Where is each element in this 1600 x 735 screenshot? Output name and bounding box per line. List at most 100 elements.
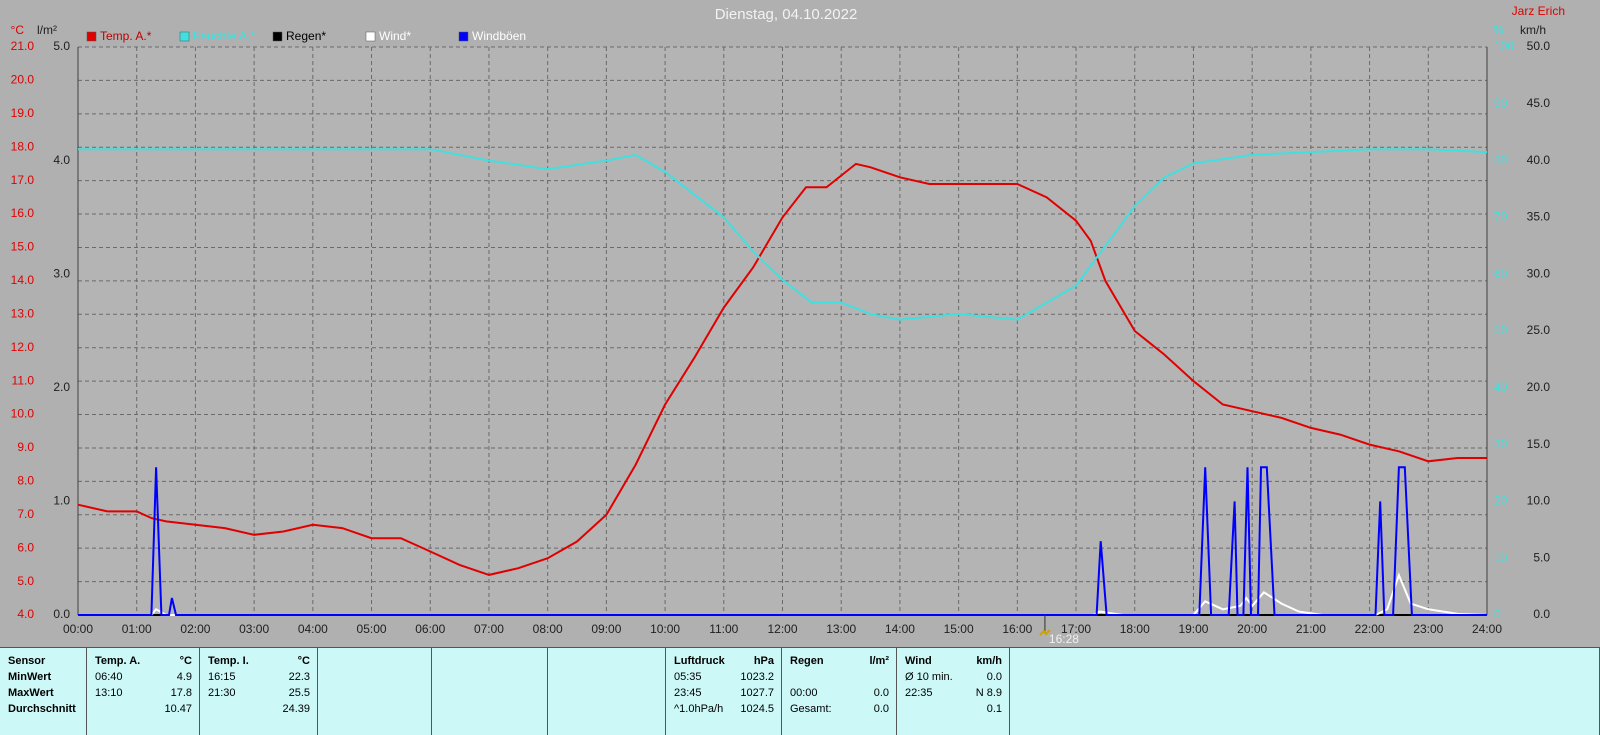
table-cell: Gesamt: <box>790 703 832 715</box>
x-tick-label: 09:00 <box>591 622 621 636</box>
y-tick-label: 5.0 <box>17 574 34 588</box>
table-cell: °C <box>179 655 192 667</box>
table-cell: km/h <box>976 655 1002 667</box>
table-cell: 25.5 <box>288 687 310 699</box>
table-cell: ^1.0hPa/h <box>674 703 724 715</box>
y-tick-label: 4.0 <box>53 153 70 167</box>
x-tick-label: 16:00 <box>1002 622 1032 636</box>
table-cell: 4.9 <box>176 671 192 683</box>
table-column <box>897 648 1010 735</box>
x-tick-label: 08:00 <box>533 622 563 636</box>
y-tick-label: 30.0 <box>1527 266 1551 280</box>
table-cell: 24.39 <box>282 703 310 715</box>
y-tick-label: 19.0 <box>11 106 35 120</box>
y-tick-label: 13.0 <box>11 306 35 320</box>
table-cell: l/m² <box>869 655 889 667</box>
y-tick-label: 4.0 <box>17 607 34 621</box>
y-tick-label: 20.0 <box>11 73 35 87</box>
y-tick-label: 60 <box>1494 266 1508 280</box>
table-cell: Temp. I. <box>208 655 249 667</box>
table-column <box>432 648 548 735</box>
axis-unit: % <box>1493 23 1504 37</box>
x-tick-label: 21:00 <box>1296 622 1326 636</box>
y-tick-label: 17.0 <box>11 173 35 187</box>
table-cell: 0.0 <box>986 671 1002 683</box>
stats-table: Sensor MinWert MaxWert Durchschnitt Temp. A.… <box>0 647 1600 735</box>
x-tick-label: 18:00 <box>1120 622 1150 636</box>
table-column <box>318 648 432 735</box>
table-cell: 22.3 <box>288 671 310 683</box>
y-tick-label: 20.0 <box>1527 380 1551 394</box>
chart-title: Dienstag, 04.10.2022 <box>715 6 858 23</box>
table-cell: 13:10 <box>95 687 123 699</box>
table-cell: Ø 10 min. <box>905 671 953 683</box>
y-tick-label: 10 <box>1494 550 1508 564</box>
table-cell: 1023.2 <box>740 671 774 683</box>
x-tick-label: 01:00 <box>122 622 152 636</box>
table-cell: 0.0 <box>873 687 889 699</box>
series-line <box>78 466 1487 616</box>
table-cell: 21:30 <box>208 687 236 699</box>
y-tick-label: 14.0 <box>11 273 35 287</box>
y-tick-label: 20 <box>1494 494 1508 508</box>
y-tick-label: 8.0 <box>17 474 34 488</box>
x-tick-label: 10:00 <box>650 622 680 636</box>
y-tick-label: 9.0 <box>17 440 34 454</box>
y-tick-label: 50.0 <box>1527 39 1551 53</box>
y-tick-label: 40.0 <box>1527 153 1551 167</box>
y-tick-label: 50 <box>1494 323 1508 337</box>
table-cell: 00:00 <box>790 687 818 699</box>
legend-label: Wind* <box>379 29 411 43</box>
legend-swatch <box>272 31 283 42</box>
x-tick-label: 15:00 <box>944 622 974 636</box>
table-cell: Wind <box>905 655 932 667</box>
table-column <box>200 648 318 735</box>
y-tick-label: 0.0 <box>1533 607 1550 621</box>
x-tick-label: 19:00 <box>1178 622 1208 636</box>
x-tick-label: 12:00 <box>767 622 797 636</box>
y-tick-label: 30 <box>1494 437 1508 451</box>
table-cell: 0.0 <box>873 703 889 715</box>
legend-swatch <box>458 31 469 42</box>
table-cell: Temp. A. <box>95 655 141 667</box>
x-tick-label: 05:00 <box>357 622 387 636</box>
y-tick-label: 5.0 <box>1533 550 1550 564</box>
marker-label: 16:28 <box>1049 632 1079 646</box>
legend-swatch <box>179 31 190 42</box>
y-tick-label: 90 <box>1494 96 1508 110</box>
y-tick-label: 0.0 <box>53 607 70 621</box>
table-cell: 05:35 <box>674 671 702 683</box>
table-column <box>666 648 782 735</box>
table-cell: 17.8 <box>170 687 192 699</box>
y-tick-label: 5.0 <box>53 39 70 53</box>
legend-swatch <box>86 31 97 42</box>
table-column <box>782 648 897 735</box>
table-cell: Durchschnitt <box>8 703 76 715</box>
table-cell: N 8.9 <box>975 687 1002 699</box>
table-cell: hPa <box>753 655 774 667</box>
y-tick-label: 10.0 <box>11 407 35 421</box>
x-tick-label: 06:00 <box>415 622 445 636</box>
y-tick-label: 21.0 <box>11 39 35 53</box>
y-tick-label: 80 <box>1494 153 1508 167</box>
y-tick-label: 40 <box>1494 380 1508 394</box>
marker-icon <box>1039 629 1051 636</box>
y-tick-label: 11.0 <box>12 373 35 387</box>
x-tick-label: 03:00 <box>239 622 269 636</box>
table-cell: 1024.5 <box>740 703 774 715</box>
x-tick-label: 24:00 <box>1472 622 1502 636</box>
x-tick-label: 02:00 <box>180 622 210 636</box>
x-tick-label: 07:00 <box>474 622 504 636</box>
table-cell: Sensor <box>8 655 46 667</box>
x-tick-label: 13:00 <box>826 622 856 636</box>
x-tick-label: 17:00 <box>1061 622 1091 636</box>
table-cell: 10.47 <box>164 703 192 715</box>
table-column <box>548 648 666 735</box>
x-tick-label: 04:00 <box>298 622 328 636</box>
x-tick-label: 23:00 <box>1413 622 1443 636</box>
legend-swatch <box>365 31 376 42</box>
y-tick-label: 35.0 <box>1527 210 1551 224</box>
legend-label: Regen* <box>286 29 326 43</box>
table-cell: °C <box>297 655 310 667</box>
